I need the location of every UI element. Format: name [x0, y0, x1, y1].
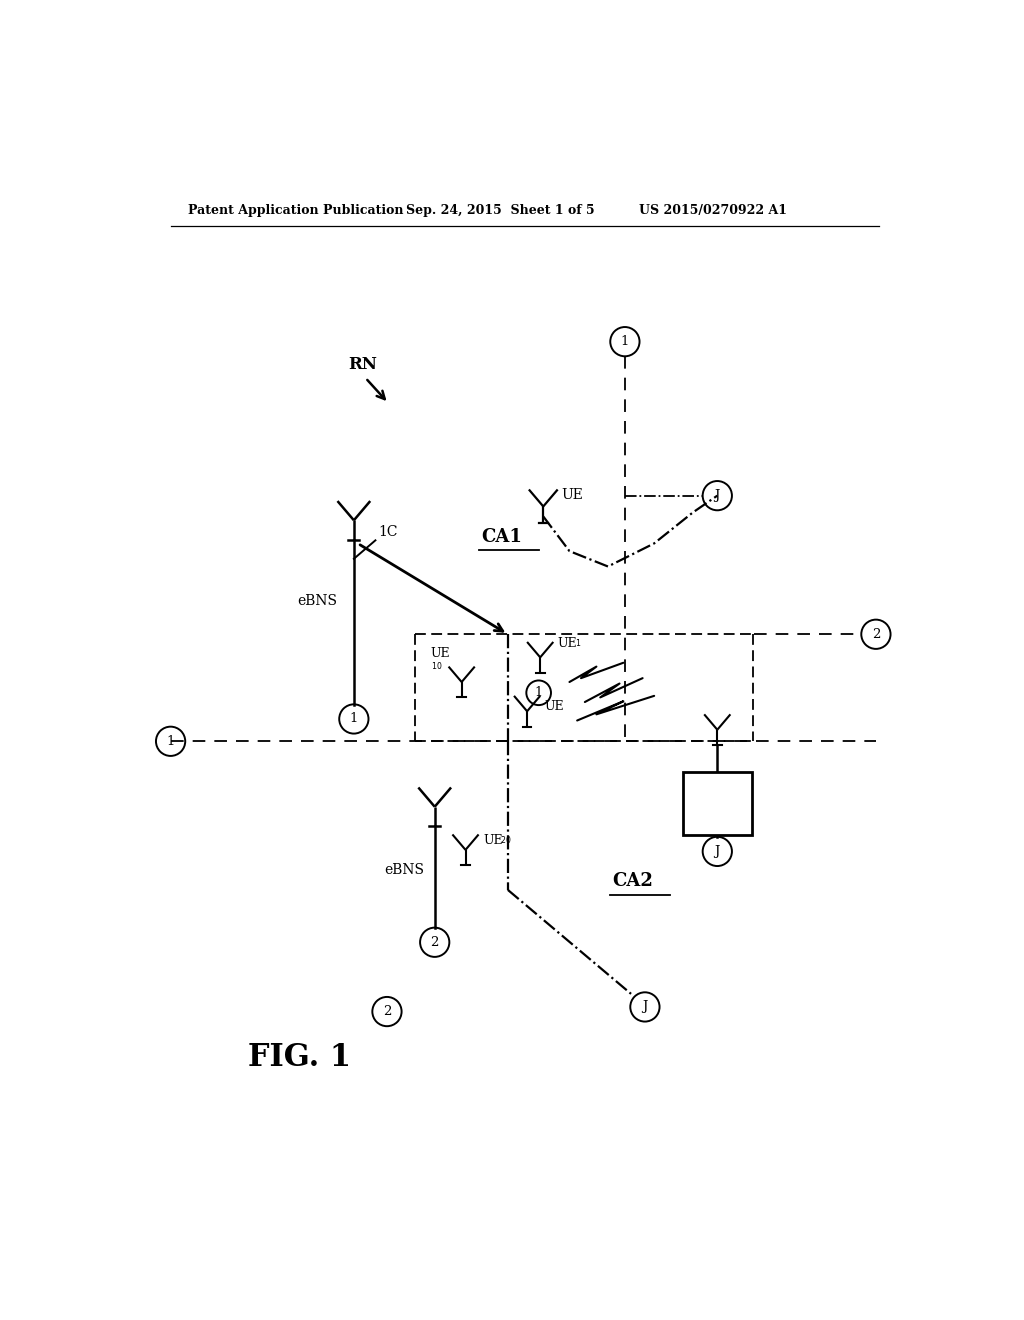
Text: 1: 1	[349, 713, 358, 726]
Text: 2: 2	[430, 936, 439, 949]
Text: CA2: CA2	[611, 873, 652, 890]
Text: eBNS: eBNS	[385, 863, 425, 878]
Text: UE: UE	[558, 638, 578, 651]
Text: eBNS: eBNS	[297, 594, 337, 609]
Text: 1: 1	[535, 686, 543, 700]
Text: $_1$: $_1$	[574, 638, 582, 651]
Text: US 2015/0270922 A1: US 2015/0270922 A1	[639, 205, 786, 218]
Text: J: J	[715, 490, 720, 502]
Text: 2: 2	[383, 1005, 391, 1018]
Text: Sep. 24, 2015  Sheet 1 of 5: Sep. 24, 2015 Sheet 1 of 5	[407, 205, 595, 218]
Text: Patent Application Publication: Patent Application Publication	[188, 205, 403, 218]
Text: J: J	[642, 1001, 647, 1014]
Text: FIG. 1: FIG. 1	[248, 1043, 350, 1073]
Text: UE: UE	[545, 700, 564, 713]
Text: UE: UE	[562, 488, 584, 502]
Text: 2: 2	[871, 628, 880, 640]
Text: RN: RN	[348, 356, 378, 374]
Text: UE: UE	[483, 834, 503, 846]
Text: J: J	[715, 845, 720, 858]
Text: $_{10}$: $_{10}$	[431, 661, 442, 673]
Text: 1C: 1C	[379, 525, 398, 539]
Text: 1: 1	[167, 735, 175, 748]
Text: $_{20}$: $_{20}$	[500, 836, 512, 847]
Bar	[683, 772, 752, 836]
Text: CA1: CA1	[481, 528, 522, 546]
Text: UE: UE	[431, 647, 451, 660]
Text: 1: 1	[621, 335, 629, 348]
